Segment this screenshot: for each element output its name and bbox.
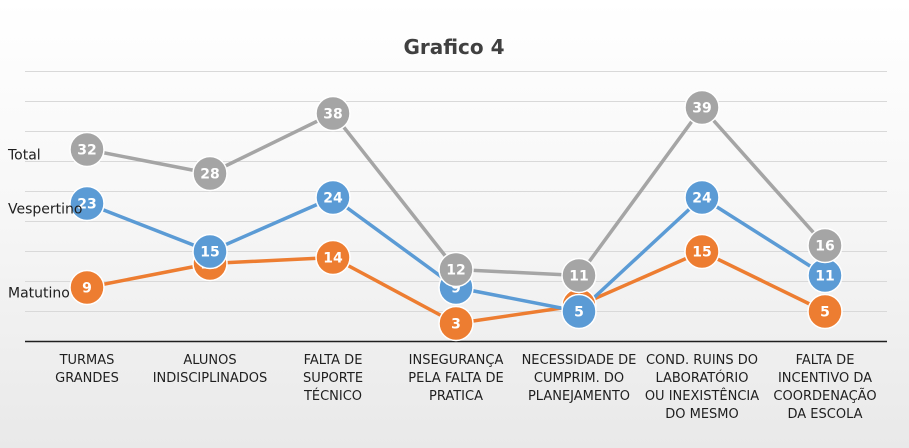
series-labels: Total Vespertino Matutino <box>7 148 82 302</box>
data-point-total <box>684 89 720 126</box>
data-label-total: 11 <box>569 269 588 285</box>
data-point-matutino <box>684 233 720 270</box>
data-label-total: 16 <box>815 239 834 255</box>
data-label-matutino: 5 <box>820 305 830 321</box>
category-label: TURMAS GRANDES <box>55 353 119 386</box>
data-label-vespertino: 9 <box>451 281 461 297</box>
data-point-total <box>315 95 351 132</box>
category-label: ALUNOS INDISCIPLINADOS <box>153 353 268 386</box>
data-label-vespertino: 24 <box>323 191 343 207</box>
data-label-vespertino: 5 <box>574 305 584 321</box>
data-point-vespertino <box>684 179 720 216</box>
data-label-total: 38 <box>323 107 342 123</box>
data-point-total <box>561 257 597 294</box>
category-label: COND. RUINS DO LABORATÓRIO OU INEXISTÊNCIA… <box>645 353 759 422</box>
data-point-matutino <box>807 293 843 330</box>
series-points: 913143615523152495241132283812113916 <box>69 89 843 342</box>
data-point-matutino <box>438 305 474 342</box>
category-label: NECESSIDADE DE CUMPRIM. DO PLANEJAMENTO <box>522 353 637 404</box>
data-label-matutino: 9 <box>82 281 92 297</box>
category-label: FALTA DE SUPORTE TÉCNICO <box>303 353 363 404</box>
data-point-total <box>438 251 474 288</box>
data-point-total <box>807 227 843 264</box>
data-point-vespertino <box>69 185 105 222</box>
data-label-vespertino: 23 <box>77 197 96 213</box>
category-labels: TURMAS GRANDES ALUNOS INDISCIPLINADOS FALTA … <box>55 353 876 422</box>
data-point-total <box>192 155 228 192</box>
data-label-vespertino: 15 <box>200 245 219 261</box>
data-label-matutino: 14 <box>323 251 343 267</box>
data-point-total <box>69 131 105 168</box>
category-label: FALTA DE INCENTIVO DA COORDENAÇÃO DA ESCOLA <box>773 353 876 422</box>
data-point-matutino <box>69 269 105 306</box>
series-name-vespertino: Vespertino <box>8 202 82 218</box>
data-label-total: 39 <box>692 101 711 117</box>
series-name-total: Total <box>7 148 41 164</box>
data-label-matutino: 15 <box>692 245 711 261</box>
data-label-total: 28 <box>200 167 219 183</box>
data-label-total: 12 <box>446 263 465 279</box>
chart-title: Grafico 4 <box>403 35 504 59</box>
gridlines <box>25 71 887 343</box>
data-label-total: 32 <box>77 143 96 159</box>
category-label: INSEGURANÇA PELA FALTA DE PRATICA <box>408 353 503 404</box>
data-point-vespertino <box>192 233 228 270</box>
series-name-matutino: Matutino <box>8 286 70 302</box>
data-label-matutino: 3 <box>451 317 461 333</box>
data-point-matutino <box>315 239 351 276</box>
data-label-vespertino: 11 <box>815 269 834 285</box>
data-point-vespertino <box>561 293 597 330</box>
data-point-vespertino <box>315 179 351 216</box>
data-label-vespertino: 24 <box>692 191 712 207</box>
